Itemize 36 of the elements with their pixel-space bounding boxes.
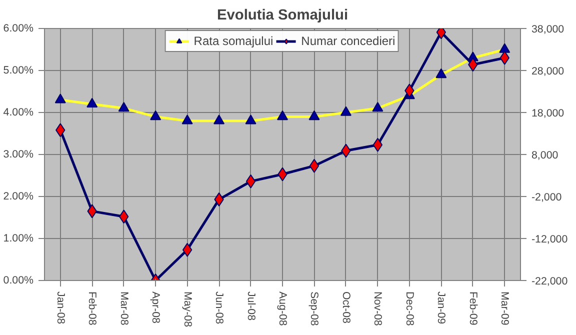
y2-tick-label: -2,000 xyxy=(532,192,562,204)
x-tick-label: Nov-08 xyxy=(372,292,384,326)
x-tick-label: Feb-08 xyxy=(86,292,98,326)
legend-label: Rata somajului xyxy=(194,34,274,48)
x-tick-label: May-08 xyxy=(181,292,194,328)
y-tick-label: 1.00% xyxy=(3,232,34,244)
y2-tick-label: 18,000 xyxy=(532,108,564,120)
y-tick-label: 0.00% xyxy=(3,274,34,286)
x-tick-label: Oct-08 xyxy=(340,292,352,324)
x-tick-label: Apr-08 xyxy=(150,292,162,324)
y-tick-label: 5.00% xyxy=(3,64,34,76)
y2-tick-label: -22,000 xyxy=(532,276,568,288)
x-tick-label: Dec-08 xyxy=(403,292,416,326)
point xyxy=(182,242,192,257)
y-tick-label: 4.00% xyxy=(3,106,34,118)
chart-title: Evolutia Somajului xyxy=(216,8,348,24)
point xyxy=(372,138,383,152)
y2-tick-label: -12,000 xyxy=(532,234,568,246)
point xyxy=(309,158,320,173)
legend-label: Numar concedieri xyxy=(301,34,396,48)
y2-tick-label: 8,000 xyxy=(532,150,558,162)
x-tick-label: Aug-08 xyxy=(276,292,288,326)
x-tick-label: Feb-09 xyxy=(466,292,479,326)
y-tick-label: 3.00% xyxy=(3,148,34,160)
y-tick-label: 6.00% xyxy=(3,22,34,34)
point xyxy=(246,174,256,188)
y2-tick-label: 28,000 xyxy=(532,66,564,78)
x-tick-label: Jul-08 xyxy=(244,292,257,321)
x-tick-label: Jan-08 xyxy=(54,292,66,324)
x-tick-label: Jan-09 xyxy=(435,292,448,324)
x-tick-label: Mar-09 xyxy=(498,292,511,326)
y-tick-label: 2.00% xyxy=(3,190,34,202)
x-tick-label: Sep-08 xyxy=(308,292,320,326)
x-tick-label: Mar-08 xyxy=(118,292,130,326)
y2-tick-label: 38,000 xyxy=(532,24,564,36)
x-tick-label: Jun-08 xyxy=(213,292,226,324)
